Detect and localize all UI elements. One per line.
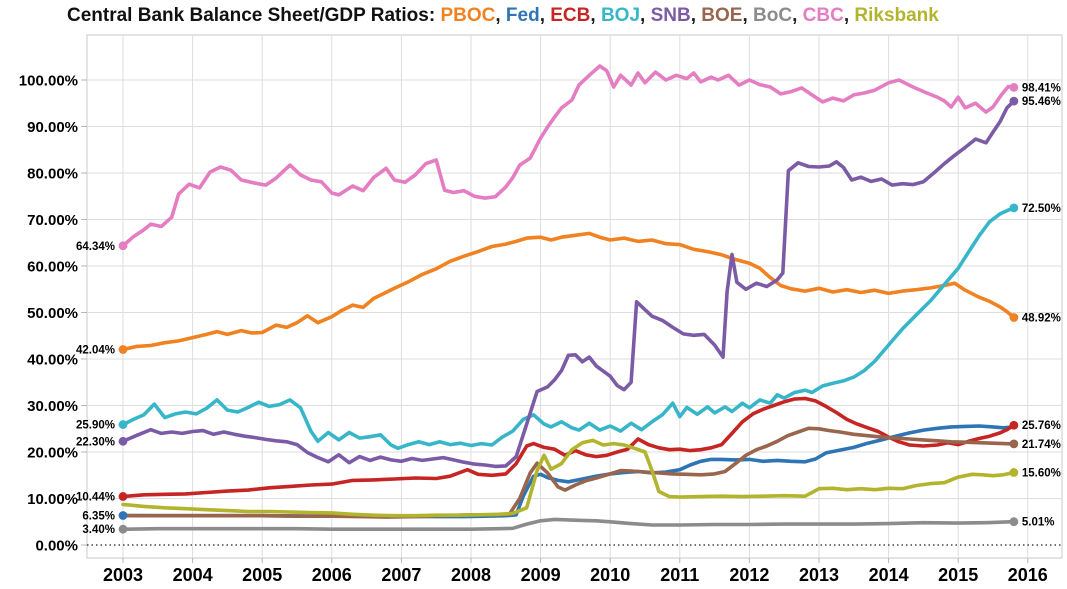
series-end-label-boe: 21.74% xyxy=(1022,439,1061,451)
series-start-dot-pboc xyxy=(118,345,128,354)
series-line-riksbank xyxy=(121,438,1016,518)
y-axis-label: 0.00% xyxy=(35,538,78,555)
y-axis-label: 50.00% xyxy=(27,305,78,322)
y-axis-label: 10.00% xyxy=(27,491,78,508)
series-start-dot-boc xyxy=(118,524,128,534)
legend-item-pboc: PBOC xyxy=(440,5,496,26)
series-end-label-riksbank: 15.60% xyxy=(1022,467,1061,479)
x-axis-label: 2013 xyxy=(799,565,839,585)
x-axis-label: 2016 xyxy=(1008,565,1048,585)
x-axis-label: 2014 xyxy=(869,565,909,585)
series-start-label-pboc: 42.04% xyxy=(76,345,115,357)
series-end-dot-ecb xyxy=(1009,420,1019,430)
series-line-snb xyxy=(121,99,1016,469)
series-end-dot-boe xyxy=(1009,439,1019,449)
series-line-cbc xyxy=(121,64,1016,248)
series-end-label-pboc: 48.92% xyxy=(1022,313,1061,325)
plot-border xyxy=(86,34,1063,559)
series-start-label-boj: 25.90% xyxy=(76,420,115,432)
x-axis-label: 2003 xyxy=(103,565,143,585)
legend-separator: , xyxy=(640,5,651,26)
y-axis-label: 30.00% xyxy=(27,398,78,415)
x-axis-label: 2011 xyxy=(660,565,699,585)
series-end-label-cbc: 98.41% xyxy=(1022,82,1061,94)
series-start-dot-boj xyxy=(118,420,128,429)
x-axis-label: 2004 xyxy=(173,565,213,585)
x-axis-label: 2006 xyxy=(312,565,352,585)
series-end-dot-snb xyxy=(1009,96,1019,106)
series-line-boc xyxy=(121,517,1016,532)
series-start-label-boc: 3.40% xyxy=(82,524,115,536)
series-end-label-boc: 5.01% xyxy=(1022,517,1055,529)
legend-item-ecb: ECB xyxy=(550,5,591,26)
x-axis-label: 2015 xyxy=(938,565,978,585)
legend-item-cbc: CBC xyxy=(802,5,844,26)
legend-item-snb: SNB xyxy=(650,5,691,26)
x-axis-label: 2008 xyxy=(451,565,491,585)
series-end-label-snb: 95.46% xyxy=(1022,96,1061,108)
legend-item-boc: BoC xyxy=(753,5,793,26)
series-end-label-boj: 72.50% xyxy=(1022,203,1061,215)
y-axis-label: 100.00% xyxy=(19,73,78,90)
x-axis-label: 2005 xyxy=(242,565,282,585)
legend-item-fed: Fed xyxy=(505,5,540,26)
series-start-label-ecb: 10.44% xyxy=(76,491,115,503)
legend-item-riksbank: Riksbank xyxy=(854,5,939,26)
legend-separator: , xyxy=(792,5,803,26)
y-axis-label: 40.00% xyxy=(27,352,78,369)
y-axis-label: 80.00% xyxy=(27,166,78,183)
series-start-dot-snb xyxy=(118,436,128,446)
series-line-boj xyxy=(121,206,1016,451)
y-axis-label: 20.00% xyxy=(27,445,78,462)
legend-separator: , xyxy=(590,5,601,26)
x-axis-label: 2010 xyxy=(590,565,630,585)
chart-title: Central Bank Balance Sheet/GDP Ratios: P… xyxy=(67,5,939,27)
x-axis-label: 2007 xyxy=(381,565,421,585)
x-axis-label: 2012 xyxy=(729,565,769,585)
legend-item-boe: BOE xyxy=(701,5,743,26)
legend-separator: , xyxy=(742,5,754,26)
series-end-dot-boc xyxy=(1009,517,1019,527)
series-end-dot-boj xyxy=(1009,203,1019,213)
legend-item-boj: BOJ xyxy=(600,5,641,26)
chart-title-text: Central Bank Balance Sheet/GDP Ratios: xyxy=(67,5,436,26)
x-axis-label: 2009 xyxy=(521,565,561,585)
series-start-dot-fed xyxy=(118,511,128,520)
legend-separator: , xyxy=(690,5,702,26)
series-end-label-ecb: 25.76% xyxy=(1022,420,1061,432)
legend-separator: , xyxy=(539,5,551,26)
series-start-dot-ecb xyxy=(118,492,128,501)
series-start-dot-cbc xyxy=(118,241,128,251)
legend-separator: , xyxy=(495,5,506,26)
series-line-pboc xyxy=(121,231,1016,352)
series-start-label-fed: 6.35% xyxy=(82,510,115,522)
chart-legend: PBOC, Fed, ECB, BOJ, SNB, BOE, BoC, CBC,… xyxy=(440,5,938,26)
legend-separator: , xyxy=(843,5,855,26)
series-start-label-snb: 22.30% xyxy=(76,436,115,448)
y-axis-label: 70.00% xyxy=(27,212,78,229)
y-axis-label: 90.00% xyxy=(27,119,78,136)
series-end-dot-cbc xyxy=(1009,82,1019,92)
series-start-label-cbc: 64.34% xyxy=(76,241,115,253)
series-end-dot-pboc xyxy=(1009,313,1019,322)
y-axis-label: 60.00% xyxy=(27,259,78,276)
series-end-dot-riksbank xyxy=(1009,468,1019,477)
